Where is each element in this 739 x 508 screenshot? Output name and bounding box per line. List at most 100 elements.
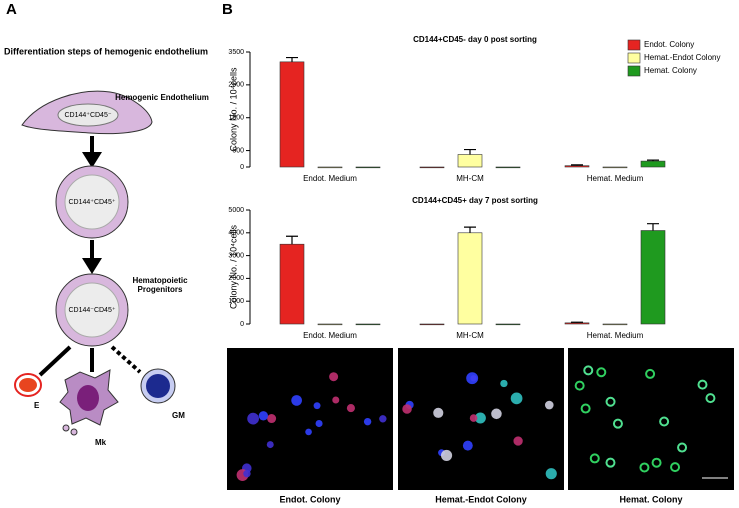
cell: [670, 462, 681, 473]
panel-letter: A: [6, 1, 17, 18]
arrow: [110, 345, 142, 374]
stage-label: CD144⁻CD45⁺: [68, 307, 115, 314]
error-bar: [571, 164, 583, 166]
error-bar: [286, 56, 298, 62]
panel-letter: B: [222, 1, 233, 18]
y-tick-label: 4000: [228, 230, 244, 237]
y-tick-label: 2500: [228, 82, 244, 89]
chart-title: CD144+CD45- day 0 post sorting: [413, 35, 537, 44]
bar: [457, 232, 483, 325]
platelet: [62, 424, 70, 432]
legend-swatch: [627, 39, 641, 51]
endothelium-label: Hemogenic Endothelium: [115, 93, 209, 102]
cell: [574, 380, 585, 391]
scale-label: 40.00 µm: [707, 481, 724, 486]
y-tick-label: 500: [232, 147, 244, 154]
cell: [583, 365, 594, 376]
cell: [363, 417, 372, 426]
error-bar: [464, 226, 476, 233]
stain-label: CD45: [702, 354, 730, 366]
bar: [279, 243, 305, 325]
bar: [457, 154, 483, 168]
cell: [545, 468, 557, 480]
y-tick-label: 0: [240, 164, 244, 171]
legend-label: Hemat. Colony: [644, 66, 697, 75]
y-tick-label: 1500: [228, 115, 244, 122]
stain-label: CD45: [361, 354, 389, 366]
legend-swatch: [627, 52, 641, 64]
cell: [440, 449, 453, 461]
cell-label: Mk: [95, 438, 107, 447]
cell: [247, 412, 259, 425]
bar: [564, 165, 590, 168]
cell: [346, 404, 355, 413]
cell: [305, 428, 312, 436]
error-bar: [647, 159, 659, 162]
cell-label: GM: [172, 411, 185, 420]
x-tick-label: Endot. Medium: [303, 174, 357, 183]
cell-label: E: [34, 401, 40, 410]
cell: [266, 441, 274, 449]
bar: [640, 160, 666, 168]
cell: [645, 368, 656, 379]
progenitor-label: Hematopoietic Progenitors: [132, 276, 188, 294]
cell: [313, 402, 321, 410]
stain-label: CD45: [532, 354, 560, 366]
cell: [243, 469, 251, 478]
nucleus: [64, 282, 120, 338]
cell: [469, 414, 478, 422]
cell: [677, 442, 688, 453]
legend-label: Endot. Colony: [644, 40, 694, 49]
y-tick-label: 3500: [228, 49, 244, 56]
cell: [500, 379, 508, 388]
progenitor-label-box: Hematopoietic Progenitors: [132, 276, 188, 294]
arrow-head: [82, 152, 102, 168]
bar: [317, 323, 343, 326]
cell: [605, 457, 616, 468]
cell: [332, 396, 340, 404]
cell: [612, 418, 623, 429]
stage-label: CD144⁺CD45⁻: [64, 112, 111, 119]
bar: [355, 323, 381, 326]
bar: [419, 323, 445, 326]
bar: [564, 322, 590, 325]
bar: [602, 166, 628, 169]
bar: [355, 166, 381, 169]
x-tick-label: Endot. Medium: [303, 331, 357, 340]
cell: [639, 462, 650, 473]
cell: [491, 408, 502, 420]
cell: [267, 414, 277, 424]
cell: [580, 403, 591, 414]
stain-label: CD144: [488, 354, 522, 366]
cell: [596, 367, 607, 378]
arrow: [38, 345, 72, 377]
chart-title: CD144+CD45+ day 7 post sorting: [412, 196, 538, 205]
cell: [402, 404, 412, 414]
nucleus: [57, 103, 119, 127]
bar: [640, 230, 666, 325]
y-tick-label: 3000: [228, 252, 244, 259]
cell: [433, 407, 444, 418]
bar: [279, 61, 305, 168]
panel-title: Differentiation steps of hemogenic endot…: [4, 46, 208, 56]
cell: [605, 396, 616, 407]
cell: [659, 416, 670, 427]
error-bar: [286, 235, 298, 245]
x-tick-label: Hemat. Medium: [587, 174, 644, 183]
stain-label: CD144: [317, 354, 351, 366]
platelet: [70, 428, 78, 436]
cell: [329, 372, 339, 382]
bar: [602, 323, 628, 326]
legend-swatch: [627, 65, 641, 77]
bar: [419, 166, 445, 169]
cell: [651, 457, 662, 468]
cell: [315, 420, 323, 428]
error-bar: [464, 148, 476, 155]
bar: [495, 166, 521, 169]
y-tick-label: 1000: [228, 298, 244, 305]
error-bar: [571, 321, 583, 323]
cell: [474, 412, 486, 424]
cell: [466, 372, 479, 385]
cell: [258, 411, 269, 421]
